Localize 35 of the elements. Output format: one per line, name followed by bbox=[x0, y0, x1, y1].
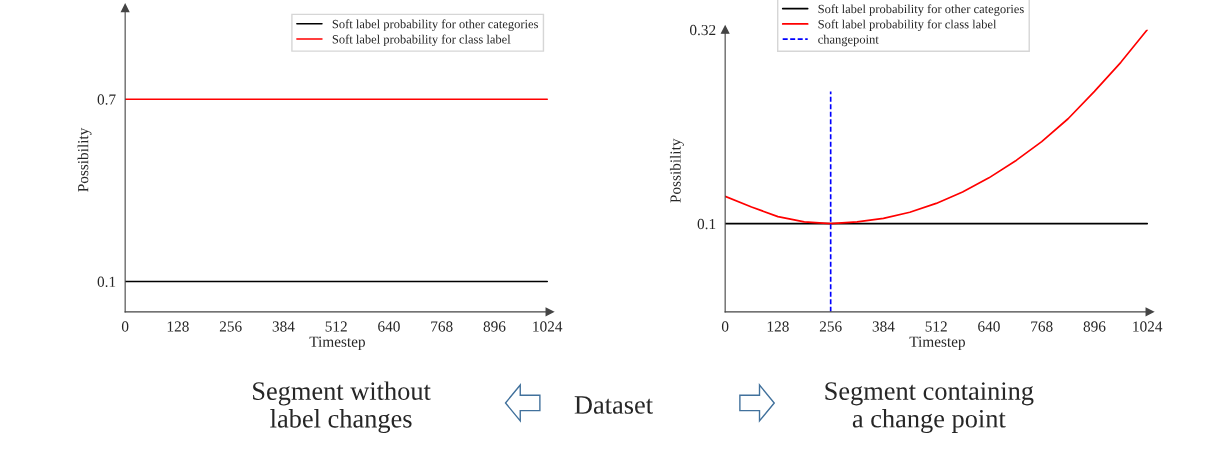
legend-label: Soft label probability for other categories bbox=[818, 4, 1024, 16]
y-tick-label: 0.1 bbox=[97, 276, 116, 287]
x-tick-label: 896 bbox=[483, 321, 506, 332]
text: Segment containing a change point bbox=[825, 382, 1034, 434]
text: Segment without label changes bbox=[253, 381, 431, 434]
x-axis-title: Timestep bbox=[909, 336, 965, 350]
x-tick-label: 0 bbox=[121, 321, 129, 332]
x-tick-label: 1024 bbox=[1133, 321, 1163, 332]
x-tick-label: 768 bbox=[431, 321, 453, 332]
x-tick-label: 128 bbox=[167, 321, 189, 332]
y-tick-label: 0.1 bbox=[697, 218, 716, 230]
x-tick-label: 0 bbox=[721, 321, 729, 332]
x-tick-label: 896 bbox=[1083, 321, 1106, 332]
x-tick-label: 384 bbox=[872, 321, 895, 332]
legend-label: changepoint bbox=[818, 34, 879, 47]
y-tick-label: 0.7 bbox=[97, 94, 116, 105]
legend-label: Soft label probability for other categories bbox=[332, 19, 538, 31]
x-tick-label: 128 bbox=[767, 321, 789, 332]
x-tick-label: 256 bbox=[219, 321, 242, 332]
legend-label: Soft label probability for class label bbox=[818, 19, 997, 32]
y-axis-title: Possibility bbox=[77, 127, 92, 192]
x-tick-label: 256 bbox=[819, 321, 842, 332]
text: Dataset bbox=[574, 396, 653, 414]
x-tick-label: 512 bbox=[925, 321, 947, 332]
x-tick-label: 384 bbox=[272, 321, 295, 332]
legend-label: Soft label probability for class label bbox=[332, 34, 511, 47]
x-tick-label: 640 bbox=[378, 321, 400, 332]
y-tick-label: 0.32 bbox=[689, 24, 716, 36]
x-axis-title: Timestep bbox=[309, 336, 365, 350]
x-tick-label: 1024 bbox=[533, 321, 563, 332]
line-series bbox=[725, 29, 1149, 225]
x-tick-label: 640 bbox=[978, 321, 1000, 332]
x-tick-label: 512 bbox=[325, 321, 347, 332]
y-axis-title: Possibility bbox=[669, 138, 684, 203]
x-tick-label: 768 bbox=[1031, 321, 1053, 332]
